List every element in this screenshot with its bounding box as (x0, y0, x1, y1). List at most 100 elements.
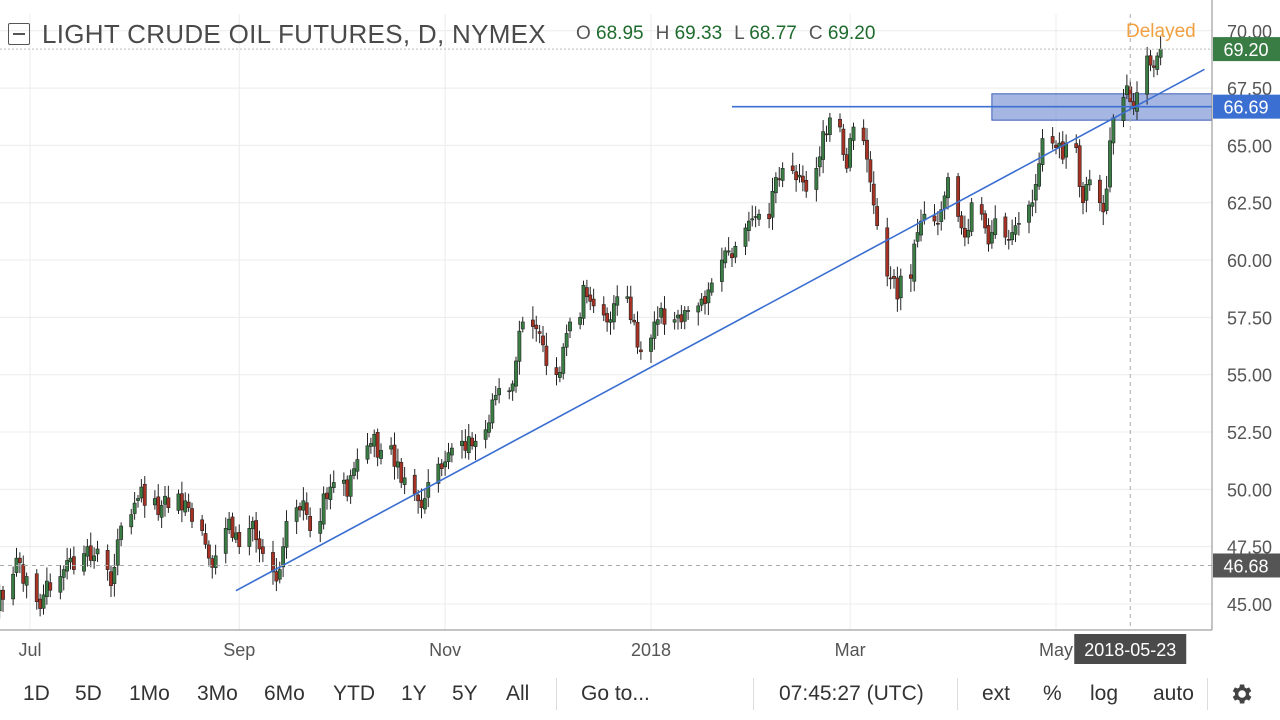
price-badge (1213, 94, 1280, 119)
candle-body (821, 131, 826, 160)
candle-body (1006, 239, 1011, 241)
range-ytd-button[interactable]: YTD (333, 682, 375, 705)
percent-toggle[interactable]: % (1043, 682, 1062, 705)
candle-body (497, 388, 502, 396)
candle-body (1, 589, 5, 600)
candle-body (1121, 96, 1126, 121)
candle-body (794, 171, 799, 181)
x-tick-label: Nov (429, 640, 461, 660)
goto-date-button[interactable]: Go to... (581, 682, 650, 705)
candle-body (200, 519, 205, 531)
candle-body (676, 314, 680, 319)
candle-body (1074, 143, 1079, 148)
candle-body (277, 569, 282, 580)
candle-body (898, 275, 903, 299)
candle-body (780, 168, 785, 181)
candle-body (298, 506, 302, 511)
candle-body (703, 296, 707, 304)
candle-body (1158, 48, 1163, 58)
candle-body (649, 337, 653, 352)
candle-body (422, 498, 427, 510)
range-6mo-button[interactable]: 6Mo (264, 682, 305, 705)
candle-body (838, 119, 842, 128)
candle-body (1148, 55, 1153, 66)
candle-body (942, 195, 947, 209)
candle-body (679, 314, 684, 323)
candle-body (1155, 55, 1160, 70)
candle-body (416, 494, 421, 502)
candle-body (1145, 55, 1150, 95)
candle-body (875, 206, 880, 226)
range-3mo-button[interactable]: 3Mo (197, 682, 238, 705)
bottom-toolbar: 1D 5D 1Mo 3Mo 6Mo YTD 1Y 5Y All Go to...… (0, 668, 1280, 720)
candle-body (986, 225, 991, 245)
candle-body (800, 175, 805, 183)
x-tick-label: Sep (223, 640, 255, 660)
range-1y-button[interactable]: 1Y (401, 682, 427, 705)
candle-body (449, 447, 454, 456)
candle-body (136, 498, 140, 501)
gear-icon[interactable] (1228, 681, 1254, 707)
candle-body (841, 128, 846, 155)
candle-body (578, 317, 583, 325)
candle-body (348, 475, 353, 497)
y-tick-label: 45.00 (1227, 595, 1272, 615)
candle-body (223, 528, 228, 554)
candle-body (895, 277, 900, 300)
candle-body (746, 220, 751, 231)
candle-body (166, 497, 171, 508)
candle-body (554, 367, 559, 375)
auto-toggle[interactable]: auto (1153, 682, 1194, 705)
candle-body (1054, 144, 1058, 148)
candle-body (848, 138, 853, 168)
y-tick-label: 47.50 (1227, 538, 1272, 558)
price-badge-label: 69.20 (1223, 40, 1268, 60)
candle-body (92, 555, 97, 562)
ohlc-open: O 68.95 (575, 23, 644, 44)
candle-body (520, 321, 525, 330)
candle-body (962, 228, 967, 238)
candle-body (608, 319, 613, 323)
candlestick-series (0, 35, 1163, 619)
candle-body (723, 250, 728, 264)
candle-body (581, 284, 586, 319)
candle-body (355, 459, 360, 472)
candle-body (1081, 186, 1085, 204)
log-toggle[interactable]: log (1090, 682, 1119, 705)
candle-body (203, 533, 208, 545)
range-1mo-button[interactable]: 1Mo (129, 682, 170, 705)
y-tick-label: 70.00 (1227, 22, 1272, 42)
candle-body (426, 482, 431, 498)
candle-body (163, 495, 167, 505)
range-5d-button[interactable]: 5D (75, 682, 102, 705)
candle-body (139, 486, 144, 499)
candle-body (379, 450, 383, 459)
candle-body (946, 177, 950, 199)
candle-body (638, 349, 643, 353)
range-1d-button[interactable]: 1D (23, 682, 50, 705)
candle-body (686, 310, 691, 312)
collapse-icon[interactable] (8, 23, 30, 45)
range-5y-button[interactable]: 5Y (452, 682, 478, 705)
candle-body (1040, 138, 1045, 165)
candle-body (466, 436, 471, 454)
ext-toggle[interactable]: ext (982, 682, 1011, 705)
candle-body (271, 552, 275, 573)
candle-body (24, 576, 29, 586)
candle-body (375, 432, 380, 458)
candle-body (1003, 216, 1008, 238)
time-readout[interactable]: 07:45:27 (UTC) (779, 682, 924, 705)
candle-body (206, 544, 211, 559)
candle-body (436, 463, 441, 484)
candle-body (483, 429, 488, 440)
candle-body (514, 360, 518, 387)
range-all-button[interactable]: All (506, 682, 530, 705)
candle-body (625, 296, 630, 299)
symbol-title: LIGHT CRUDE OIL FUTURES, D, NYMEX (42, 18, 546, 49)
candle-body (1135, 92, 1139, 112)
candle-body (969, 202, 974, 232)
y-tick-label: 60.00 (1227, 251, 1272, 271)
candle-body (827, 117, 832, 135)
candle-body (254, 520, 259, 541)
